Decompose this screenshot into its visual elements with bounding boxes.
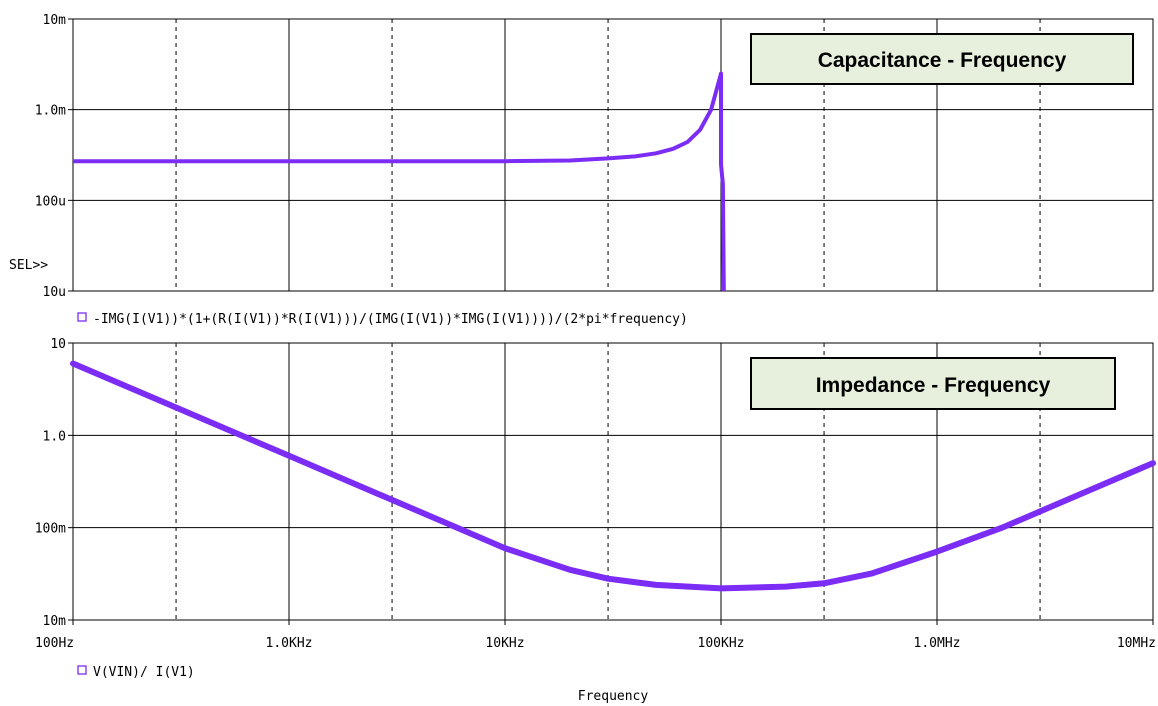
y-tick-label: 100u [35,194,66,209]
impedance-title-box: Impedance - Frequency [750,357,1116,410]
y-tick-label: 10m [43,614,67,629]
x-axis-label: Frequency [578,689,649,704]
y-tick-label: 1.0 [43,429,66,444]
y-tick-label: 100m [35,522,66,537]
x-tick-label: 10KHz [485,636,524,651]
capacitance-legend-label: -IMG(I(V1))*(1+(R(I(V1))*R(I(V1)))/(IMG(… [93,312,688,327]
capacitance-plot-frame [72,18,1154,292]
impedance-legend-label: V(VIN)/ I(V1) [93,665,195,680]
capacitance-panel: 10m 1.0m 100u 10u SEL>> Capacitance - Frequ… [9,13,1154,300]
selection-marker: SEL>> [9,258,48,273]
impedance-panel: 10 1.0 100m 10m 100Hz 1.0KHz 10KHz 100KHz 1.0MH… [35,337,1156,651]
impedance-legend[interactable]: V(VIN)/ I(V1) [77,665,195,680]
impedance-title-frame [750,357,1116,410]
capacitance-title-box: Capacitance - Frequency [750,33,1134,85]
y-tick-label: 1.0m [35,104,66,119]
impedance-title: Impedance - Frequency [816,374,1051,397]
x-tick-label: 1.0KHz [266,636,313,651]
capacitance-title-frame [750,33,1134,85]
capacitance-y-ticks: 10m 1.0m 100u 10u [35,13,73,300]
capacitance-legend-marker [77,312,87,322]
impedance-x-ticks: 100Hz 1.0KHz 10KHz 100KHz 1.0MHz 10MHz [35,620,1156,651]
x-tick-label: 10MHz [1117,636,1156,651]
impedance-y-ticks: 10 1.0 100m 10m [35,337,73,629]
y-tick-label: 10 [50,337,66,352]
impedance-plot-frame [72,342,1154,621]
y-tick-label: 10u [43,285,66,300]
capacitance-title: Capacitance - Frequency [818,49,1067,72]
impedance-curve [70,360,1156,592]
x-tick-label: 100Hz [35,636,74,651]
capacitance-curve [73,71,726,292]
impedance-grid [73,343,1153,620]
x-tick-label: 100KHz [698,636,745,651]
y-tick-label: 10m [43,13,67,28]
x-tick-label: 1.0MHz [914,636,961,651]
capacitance-legend[interactable]: -IMG(I(V1))*(1+(R(I(V1))*R(I(V1)))/(IMG(… [77,312,688,327]
impedance-legend-marker [77,665,87,675]
